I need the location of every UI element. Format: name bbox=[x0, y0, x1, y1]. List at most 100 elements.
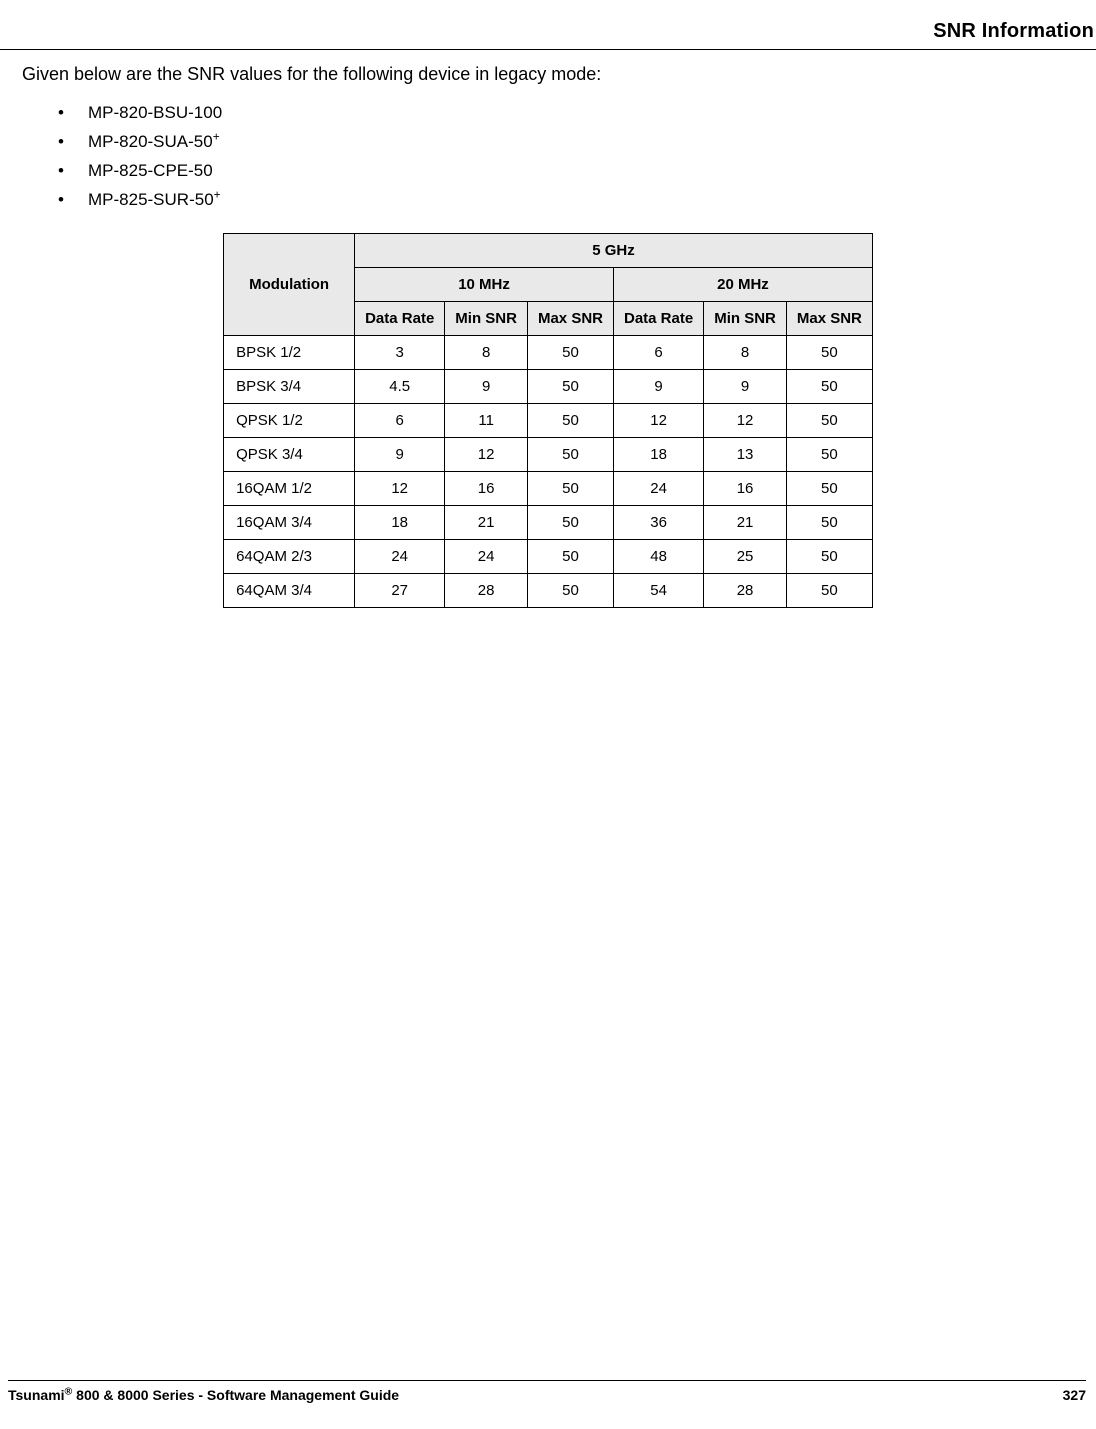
cell-value: 36 bbox=[614, 505, 704, 539]
cell-modulation: BPSK 3/4 bbox=[224, 369, 355, 403]
cell-value: 50 bbox=[527, 539, 613, 573]
snr-table-wrap: Modulation 5 GHz 10 MHz 20 MHz Data Rate… bbox=[0, 233, 1096, 608]
cell-value: 50 bbox=[527, 403, 613, 437]
cell-value: 50 bbox=[527, 437, 613, 471]
table-row: QPSK 3/4 9 12 50 18 13 50 bbox=[224, 437, 873, 471]
table-row: 16QAM 3/4 18 21 50 36 21 50 bbox=[224, 505, 873, 539]
table-row: 64QAM 2/3 24 24 50 48 25 50 bbox=[224, 539, 873, 573]
table-row: Modulation 5 GHz bbox=[224, 233, 873, 267]
cell-value: 4.5 bbox=[355, 369, 445, 403]
cell-value: 50 bbox=[527, 505, 613, 539]
footer-rule bbox=[8, 1380, 1086, 1381]
cell-modulation: 16QAM 3/4 bbox=[224, 505, 355, 539]
col-max-snr-20: Max SNR bbox=[786, 301, 872, 335]
cell-value: 50 bbox=[786, 573, 872, 607]
table-row: 16QAM 1/2 12 16 50 24 16 50 bbox=[224, 471, 873, 505]
cell-value: 50 bbox=[786, 539, 872, 573]
cell-modulation: BPSK 1/2 bbox=[224, 335, 355, 369]
cell-value: 50 bbox=[786, 505, 872, 539]
cell-value: 48 bbox=[614, 539, 704, 573]
device-list: MP-820-BSU-100 MP-820-SUA-50+ MP-825-CPE… bbox=[0, 99, 1096, 215]
page-footer: Tsunami® 800 & 8000 Series - Software Ma… bbox=[0, 1380, 1096, 1403]
col-data-rate-10: Data Rate bbox=[355, 301, 445, 335]
page-header-title: SNR Information bbox=[0, 20, 1096, 49]
cell-modulation: QPSK 3/4 bbox=[224, 437, 355, 471]
cell-value: 50 bbox=[786, 335, 872, 369]
cell-value: 28 bbox=[445, 573, 528, 607]
cell-value: 18 bbox=[355, 505, 445, 539]
cell-value: 50 bbox=[527, 335, 613, 369]
device-name: MP-825-SUR-50 bbox=[88, 190, 214, 209]
cell-value: 8 bbox=[704, 335, 787, 369]
cell-value: 12 bbox=[355, 471, 445, 505]
cell-value: 50 bbox=[527, 369, 613, 403]
col-data-rate-20: Data Rate bbox=[614, 301, 704, 335]
cell-value: 9 bbox=[445, 369, 528, 403]
cell-value: 6 bbox=[614, 335, 704, 369]
cell-value: 21 bbox=[704, 505, 787, 539]
col-min-snr-10: Min SNR bbox=[445, 301, 528, 335]
device-sup: + bbox=[213, 129, 220, 143]
cell-value: 9 bbox=[355, 437, 445, 471]
cell-value: 54 bbox=[614, 573, 704, 607]
col-min-snr-20: Min SNR bbox=[704, 301, 787, 335]
cell-value: 12 bbox=[445, 437, 528, 471]
cell-value: 50 bbox=[527, 471, 613, 505]
footer-row: Tsunami® 800 & 8000 Series - Software Ma… bbox=[8, 1387, 1086, 1403]
col-channel-20mhz: 20 MHz bbox=[614, 267, 873, 301]
cell-value: 27 bbox=[355, 573, 445, 607]
cell-value: 50 bbox=[786, 437, 872, 471]
device-list-item: MP-820-BSU-100 bbox=[58, 99, 1096, 128]
device-name: MP-825-CPE-50 bbox=[88, 161, 213, 180]
footer-page-number: 327 bbox=[1063, 1387, 1086, 1403]
cell-value: 12 bbox=[614, 403, 704, 437]
cell-value: 16 bbox=[704, 471, 787, 505]
col-modulation-header: Modulation bbox=[224, 233, 355, 335]
footer-product-prefix: Tsunami bbox=[8, 1387, 65, 1403]
cell-value: 16 bbox=[445, 471, 528, 505]
cell-value: 50 bbox=[527, 573, 613, 607]
snr-table-head: Modulation 5 GHz 10 MHz 20 MHz Data Rate… bbox=[224, 233, 873, 335]
device-list-item: MP-825-CPE-50 bbox=[58, 157, 1096, 186]
cell-value: 21 bbox=[445, 505, 528, 539]
intro-text: Given below are the SNR values for the f… bbox=[0, 64, 1096, 85]
cell-value: 24 bbox=[355, 539, 445, 573]
cell-modulation: 64QAM 2/3 bbox=[224, 539, 355, 573]
cell-value: 9 bbox=[614, 369, 704, 403]
footer-product-suffix: 800 & 8000 Series - Software Management … bbox=[72, 1387, 399, 1403]
cell-value: 13 bbox=[704, 437, 787, 471]
table-row: BPSK 3/4 4.5 9 50 9 9 50 bbox=[224, 369, 873, 403]
table-row: 64QAM 3/4 27 28 50 54 28 50 bbox=[224, 573, 873, 607]
cell-value: 25 bbox=[704, 539, 787, 573]
device-name: MP-820-BSU-100 bbox=[88, 103, 222, 122]
device-name: MP-820-SUA-50 bbox=[88, 132, 213, 151]
table-row: BPSK 1/2 3 8 50 6 8 50 bbox=[224, 335, 873, 369]
cell-value: 11 bbox=[445, 403, 528, 437]
col-channel-10mhz: 10 MHz bbox=[355, 267, 614, 301]
cell-value: 24 bbox=[445, 539, 528, 573]
col-band-header: 5 GHz bbox=[355, 233, 873, 267]
col-max-snr-10: Max SNR bbox=[527, 301, 613, 335]
cell-value: 9 bbox=[704, 369, 787, 403]
cell-value: 18 bbox=[614, 437, 704, 471]
device-list-item: MP-825-SUR-50+ bbox=[58, 186, 1096, 215]
cell-value: 6 bbox=[355, 403, 445, 437]
cell-value: 50 bbox=[786, 471, 872, 505]
cell-modulation: 64QAM 3/4 bbox=[224, 573, 355, 607]
cell-value: 8 bbox=[445, 335, 528, 369]
header-rule bbox=[0, 49, 1096, 50]
cell-value: 3 bbox=[355, 335, 445, 369]
cell-value: 12 bbox=[704, 403, 787, 437]
snr-table: Modulation 5 GHz 10 MHz 20 MHz Data Rate… bbox=[223, 233, 873, 608]
device-list-item: MP-820-SUA-50+ bbox=[58, 128, 1096, 157]
table-row: QPSK 1/2 6 11 50 12 12 50 bbox=[224, 403, 873, 437]
page: SNR Information Given below are the SNR … bbox=[0, 0, 1096, 1429]
cell-value: 50 bbox=[786, 369, 872, 403]
cell-modulation: 16QAM 1/2 bbox=[224, 471, 355, 505]
snr-table-body: BPSK 1/2 3 8 50 6 8 50 BPSK 3/4 4.5 9 50… bbox=[224, 335, 873, 607]
device-sup: + bbox=[214, 187, 221, 201]
cell-value: 24 bbox=[614, 471, 704, 505]
cell-value: 50 bbox=[786, 403, 872, 437]
footer-product: Tsunami® 800 & 8000 Series - Software Ma… bbox=[8, 1387, 399, 1403]
cell-value: 28 bbox=[704, 573, 787, 607]
